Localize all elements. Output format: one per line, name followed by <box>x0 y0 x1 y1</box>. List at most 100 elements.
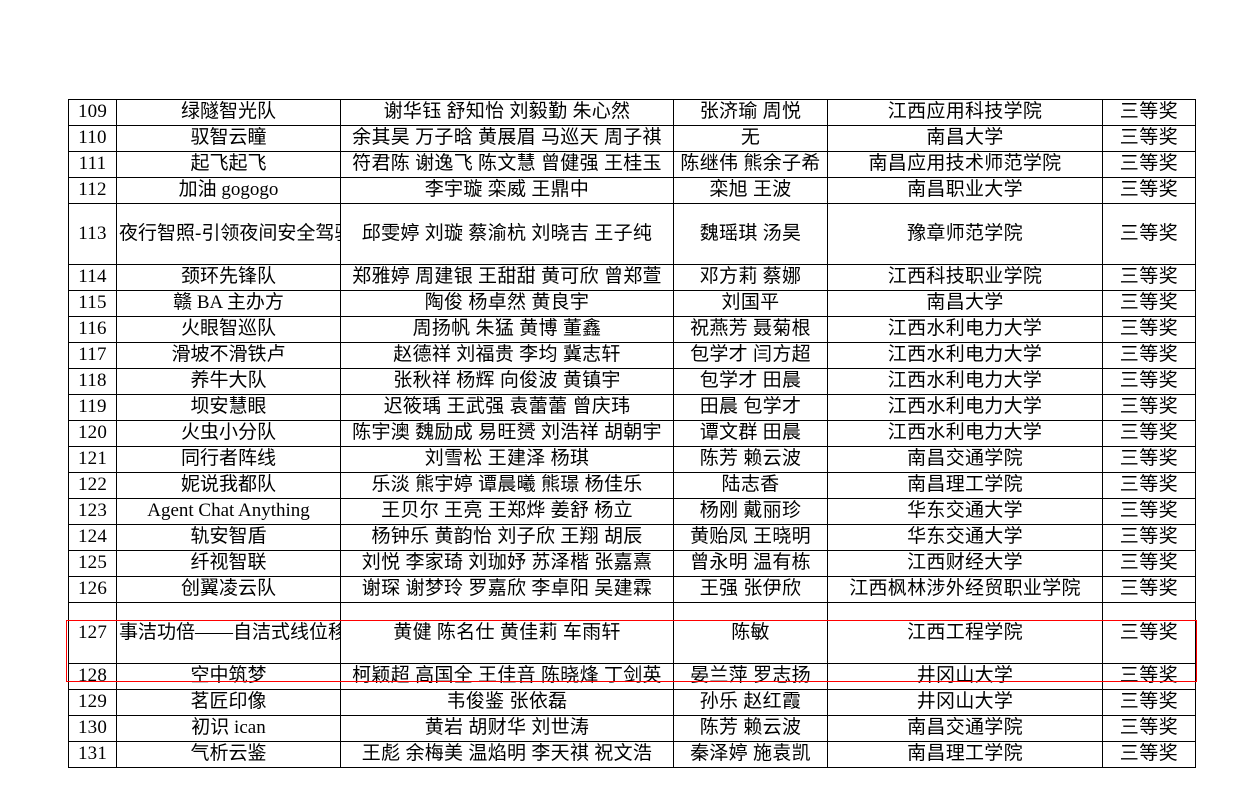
award-table-container: 109 绿隧智光队 谢华钰 舒知怡 刘毅勤 朱心然 张济瑜 周悦 江西应用科技学院 三等奖… <box>68 99 1196 768</box>
award-cell: 三等奖 <box>1102 125 1196 152</box>
school-cell: 华东交通大学 <box>827 498 1103 525</box>
advisors-cell: 曾永明 温有栋 <box>673 550 828 577</box>
team-name-cell: 轨安智盾 <box>116 524 341 551</box>
row-number-cell: 120 <box>68 420 117 447</box>
team-name-cell: 养牛大队 <box>116 368 341 395</box>
team-name-cell: 滑坡不滑铁卢 <box>116 342 341 369</box>
award-cell: 三等奖 <box>1102 420 1196 447</box>
school-cell: 南昌理工学院 <box>827 741 1103 768</box>
school-cell: 华东交通大学 <box>827 524 1103 551</box>
team-name-cell: 茗匠印像 <box>116 689 341 716</box>
team-members-cell: 刘雪松 王建泽 杨琪 <box>340 446 674 473</box>
team-members-cell: 陈宇澳 魏励成 易旺赟 刘浩祥 胡朝宇 <box>340 420 674 447</box>
school-cell: 江西水利电力大学 <box>827 420 1103 447</box>
row-number-cell: 117 <box>68 342 117 369</box>
team-name-cell: 颈环先锋队 <box>116 264 341 291</box>
team-name-cell: 事洁功倍——自洁式线位移传感器先行者 <box>116 602 341 664</box>
row-number-cell: 126 <box>68 576 117 603</box>
award-cell: 三等奖 <box>1102 602 1196 664</box>
award-cell: 三等奖 <box>1102 524 1196 551</box>
advisors-cell: 谭文群 田晨 <box>673 420 828 447</box>
team-members-cell: 韦俊鉴 张依磊 <box>340 689 674 716</box>
advisors-cell: 王强 张伊欣 <box>673 576 828 603</box>
table-row: 131 气析云鉴 王彪 余梅美 温焰明 李天祺 祝文浩 秦泽婷 施袁凯 南昌理工学院 三等… <box>68 741 1196 768</box>
award-cell: 三等奖 <box>1102 663 1196 690</box>
team-members-cell: 谢琛 谢梦玲 罗嘉欣 李卓阳 吴建霖 <box>340 576 674 603</box>
award-cell: 三等奖 <box>1102 498 1196 525</box>
award-cell: 三等奖 <box>1102 264 1196 291</box>
school-cell: 江西水利电力大学 <box>827 342 1103 369</box>
team-name-cell: 空中筑梦 <box>116 663 341 690</box>
team-name-cell: 创翼凌云队 <box>116 576 341 603</box>
team-name-cell: 驭智云瞳 <box>116 125 341 152</box>
advisors-cell: 刘国平 <box>673 290 828 317</box>
team-members-cell: 周扬帆 朱猛 黄博 董鑫 <box>340 316 674 343</box>
table-row: 128 空中筑梦 柯颖超 高国全 王佳音 陈晓烽 丁剑英 晏兰萍 罗志扬 井冈山大学 三等… <box>68 663 1196 690</box>
team-name-cell: 坝安慧眼 <box>116 394 341 421</box>
school-cell: 南昌交通学院 <box>827 446 1103 473</box>
school-cell: 豫章师范学院 <box>827 203 1103 265</box>
table-row: 122 妮说我都队 乐淡 熊宇婷 谭晨曦 熊璟 杨佳乐 陆志香 南昌理工学院 三等奖 <box>68 472 1196 499</box>
table-row: 109 绿隧智光队 谢华钰 舒知怡 刘毅勤 朱心然 张济瑜 周悦 江西应用科技学院 三等奖 <box>68 99 1196 126</box>
team-members-cell: 乐淡 熊宇婷 谭晨曦 熊璟 杨佳乐 <box>340 472 674 499</box>
school-cell: 江西水利电力大学 <box>827 394 1103 421</box>
row-number-cell: 129 <box>68 689 117 716</box>
award-cell: 三等奖 <box>1102 316 1196 343</box>
row-number-cell: 121 <box>68 446 117 473</box>
row-number-cell: 111 <box>68 151 117 178</box>
team-name-cell: 起飞起飞 <box>116 151 341 178</box>
award-results-table: 109 绿隧智光队 谢华钰 舒知怡 刘毅勤 朱心然 张济瑜 周悦 江西应用科技学院 三等奖… <box>68 99 1196 768</box>
table-row: 124 轨安智盾 杨钟乐 黄韵怡 刘子欣 王翔 胡辰 黄贻凤 王晓明 华东交通大学 三等奖 <box>68 524 1196 551</box>
table-row: 130 初识 ican 黄岩 胡财华 刘世涛 陈芳 赖云波 南昌交通学院 三等奖 <box>68 715 1196 742</box>
table-row: 111 起飞起飞 符君陈 谢逸飞 陈文慧 曾健强 王桂玉 陈继伟 熊余子希 南昌应用技术… <box>68 151 1196 178</box>
team-members-cell: 谢华钰 舒知怡 刘毅勤 朱心然 <box>340 99 674 126</box>
award-cell: 三等奖 <box>1102 151 1196 178</box>
table-row: 112 加油 gogogo 李宇璇 栾威 王鼎中 栾旭 王波 南昌职业大学 三等奖 <box>68 177 1196 204</box>
table-row: 110 驭智云瞳 余其昊 万子晗 黄展眉 马巡天 周子祺无南昌大学 三等奖 <box>68 125 1196 152</box>
advisors-cell: 陈芳 赖云波 <box>673 715 828 742</box>
team-members-cell: 黄健 陈名仕 黄佳莉 车雨轩 <box>340 602 674 664</box>
award-cell: 三等奖 <box>1102 741 1196 768</box>
team-members-cell: 符君陈 谢逸飞 陈文慧 曾健强 王桂玉 <box>340 151 674 178</box>
school-cell: 南昌理工学院 <box>827 472 1103 499</box>
school-cell: 南昌应用技术师范学院 <box>827 151 1103 178</box>
advisors-cell: 陆志香 <box>673 472 828 499</box>
table-row: 123 Agent Chat Anything 王贝尔 王亮 王郑烨 姜舒 杨立 杨刚… <box>68 498 1196 525</box>
team-members-cell: 柯颖超 高国全 王佳音 陈晓烽 丁剑英 <box>340 663 674 690</box>
row-number-cell: 112 <box>68 177 117 204</box>
team-name-cell: 赣 BA 主办方 <box>116 290 341 317</box>
team-name-cell: 火眼智巡队 <box>116 316 341 343</box>
row-number-cell: 131 <box>68 741 117 768</box>
team-members-cell: 王彪 余梅美 温焰明 李天祺 祝文浩 <box>340 741 674 768</box>
table-row: 114 颈环先锋队 郑雅婷 周建银 王甜甜 黄可欣 曾郑萱 邓方莉 蔡娜 江西科技职业学… <box>68 264 1196 291</box>
table-row: 121 同行者阵线 刘雪松 王建泽 杨琪 陈芳 赖云波 南昌交通学院 三等奖 <box>68 446 1196 473</box>
row-number-cell: 114 <box>68 264 117 291</box>
school-cell: 井冈山大学 <box>827 663 1103 690</box>
team-name-cell: 同行者阵线 <box>116 446 341 473</box>
school-cell: 江西枫林涉外经贸职业学院 <box>827 576 1103 603</box>
advisors-cell: 陈敏 <box>673 602 828 664</box>
team-name-cell: 火虫小分队 <box>116 420 341 447</box>
team-members-cell: 李宇璇 栾威 王鼎中 <box>340 177 674 204</box>
team-members-cell: 刘悦 李家琦 刘珈妤 苏泽楷 张嘉熹 <box>340 550 674 577</box>
award-cell: 三等奖 <box>1102 550 1196 577</box>
award-cell: 三等奖 <box>1102 446 1196 473</box>
school-cell: 江西水利电力大学 <box>827 316 1103 343</box>
team-name-cell: 初识 ican <box>116 715 341 742</box>
award-cell: 三等奖 <box>1102 472 1196 499</box>
advisors-cell: 魏瑶琪 汤昊 <box>673 203 828 265</box>
table-row: 126 创翼凌云队 谢琛 谢梦玲 罗嘉欣 李卓阳 吴建霖 王强 张伊欣 江西枫林涉外经贸… <box>68 576 1196 603</box>
row-number-cell: 119 <box>68 394 117 421</box>
team-name-cell: 绿隧智光队 <box>116 99 341 126</box>
table-row: 115 赣 BA 主办方 陶俊 杨卓然 黄良宇 刘国平 南昌大学 三等奖 <box>68 290 1196 317</box>
table-row: 119 坝安慧眼 迟筱瑀 王武强 袁蕾蕾 曾庆玮 田晨 包学才 江西水利电力大学 三等奖 <box>68 394 1196 421</box>
team-members-cell: 赵德祥 刘福贵 李均 冀志轩 <box>340 342 674 369</box>
award-cell: 三等奖 <box>1102 394 1196 421</box>
team-name-cell: 妮说我都队 <box>116 472 341 499</box>
advisors-cell: 秦泽婷 施袁凯 <box>673 741 828 768</box>
team-members-cell: 王贝尔 王亮 王郑烨 姜舒 杨立 <box>340 498 674 525</box>
table-row: 116 火眼智巡队 周扬帆 朱猛 黄博 董鑫 祝燕芳 聂菊根 江西水利电力大学 三等奖 <box>68 316 1196 343</box>
